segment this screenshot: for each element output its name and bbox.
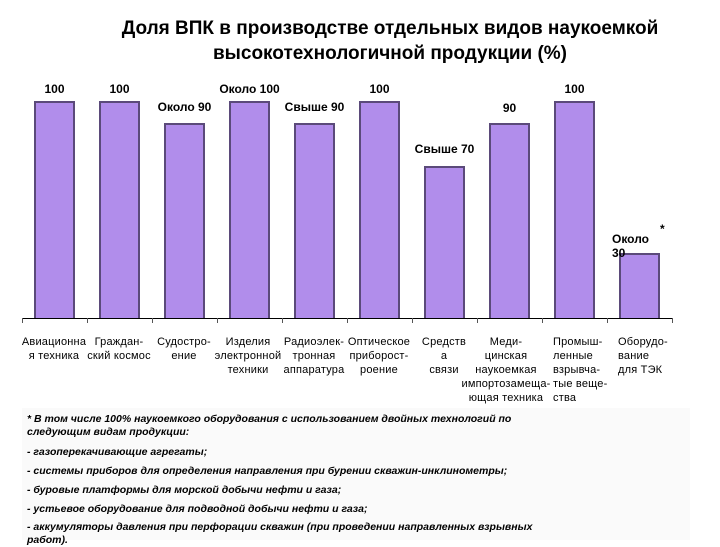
category-line: тые веще-	[553, 378, 608, 390]
bar-explosives	[554, 101, 595, 318]
value-label: 100	[369, 82, 390, 96]
x-tick	[87, 318, 88, 323]
value-label: 90	[502, 101, 517, 115]
category-line: а	[440, 350, 448, 362]
category-line: Изделия	[225, 336, 271, 348]
bar-shipbuilding	[164, 123, 205, 318]
value-label: 100	[44, 82, 65, 96]
x-tick	[347, 318, 348, 323]
value-label: Свыше 70	[414, 142, 475, 156]
category-line: наукоемкая	[475, 364, 537, 376]
footnote-asterisk: *	[660, 222, 665, 236]
value-label: Около 100	[219, 82, 280, 96]
category-line: приборост-	[349, 350, 409, 362]
value-label: Около 30	[612, 232, 649, 260]
category-line: аппаратура	[283, 364, 345, 376]
category-line: импортозамеща-	[461, 378, 551, 390]
x-tick	[22, 318, 23, 323]
footnote-item: - устьевое оборудование для подводной до…	[27, 503, 368, 515]
x-tick	[282, 318, 283, 323]
category-line: роение	[360, 364, 398, 376]
category-label: Оборудо- вание для ТЭК	[612, 335, 684, 377]
category-line: Оборудо-	[618, 336, 668, 348]
category-line: взрывча-	[553, 364, 601, 376]
bar-medical	[489, 123, 530, 318]
title-line-1: Доля ВПК в производстве отдельных видов …	[121, 18, 659, 39]
category-label: Изделия электронной техники	[210, 335, 286, 377]
category-label: Судостро- ение	[151, 335, 217, 363]
category-line: ства	[553, 392, 577, 404]
category-line: техники	[227, 364, 269, 376]
category-line: электронной	[214, 350, 282, 362]
category-label: Промыш- ленные взрывча- тые веще- ства	[547, 335, 613, 405]
value-label: Свыше 90	[284, 100, 345, 114]
category-line: тронная	[292, 350, 336, 362]
footnote-item: - буровые платформы для морской добычи н…	[27, 484, 342, 496]
category-label: Оптическое приборост- роение	[346, 335, 412, 377]
category-line: Судостро-	[157, 336, 211, 348]
x-tick	[412, 318, 413, 323]
x-tick	[542, 318, 543, 323]
category-label: Средств а связи	[411, 335, 477, 377]
category-label: Авиационна я техника	[21, 335, 87, 363]
value-label-line-2: 30	[612, 246, 626, 260]
category-line: Граждан-	[94, 336, 144, 348]
x-tick	[477, 318, 478, 323]
x-tick	[217, 318, 218, 323]
value-label-line-1: Около	[612, 232, 650, 246]
category-line: связи	[429, 364, 459, 376]
footnote-item: работ).	[27, 534, 68, 546]
category-line: цинская	[484, 350, 528, 362]
title-line-2: высокотехнологичной продукции (%)	[212, 43, 568, 64]
category-line: ение	[171, 350, 197, 362]
footnote-item: - системы приборов для определения напра…	[27, 465, 508, 477]
bar-radioelectronics	[294, 123, 335, 318]
category-line: Меди-	[489, 336, 523, 348]
bar-chart: 100 100 Около 90 Около 100 Свыше 90 100 …	[21, 82, 684, 405]
category-line: Авиационна	[21, 336, 87, 348]
category-line: вание	[618, 350, 650, 362]
category-line: Средств	[421, 336, 467, 348]
category-line: Промыш-	[553, 336, 603, 348]
bar-electronics	[229, 101, 270, 318]
bar-aviation	[34, 101, 75, 318]
x-tick	[672, 318, 673, 323]
category-line: Радиоэлек-	[283, 336, 345, 348]
value-label: 100	[109, 82, 130, 96]
footnote-intro-line-2: следующим видам продукции:	[27, 426, 190, 438]
footnote-intro-line-1: * В том числе 100% наукоемкого оборудова…	[27, 413, 512, 425]
value-label: Около 90	[157, 100, 212, 114]
chart-title: Доля ВПК в производстве отдельных видов …	[80, 16, 700, 66]
category-line: ющая техника	[468, 392, 544, 404]
category-label: Меди- цинская наукоемкая импортозамеща- …	[456, 335, 556, 405]
bar-civil-space	[99, 101, 140, 318]
category-line: Оптическое	[347, 336, 411, 348]
footnote-box	[22, 408, 690, 540]
bar-communications	[424, 166, 465, 318]
category-line: я техника	[28, 350, 80, 362]
category-label: Граждан- ский космос	[86, 335, 152, 363]
category-label: Радиоэлек- тронная аппаратура	[281, 335, 347, 377]
category-line: для ТЭК	[618, 364, 663, 376]
bar-optics	[359, 101, 400, 318]
x-tick	[607, 318, 608, 323]
footnote-item: - газоперекачивающие агрегаты;	[27, 446, 208, 458]
bar-energy-equipment	[619, 253, 660, 318]
x-tick	[152, 318, 153, 323]
category-line: ский космос	[87, 350, 151, 362]
value-label: 100	[564, 82, 585, 96]
footnote-item: - аккумуляторы давления при перфорации с…	[27, 521, 533, 533]
category-line: ленные	[553, 350, 593, 362]
